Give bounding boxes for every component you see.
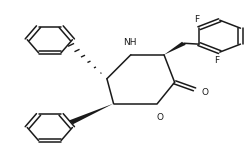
Text: F: F xyxy=(214,57,219,66)
Text: F: F xyxy=(193,15,198,24)
Text: O: O xyxy=(156,113,163,122)
Text: O: O xyxy=(201,88,208,97)
Text: NH: NH xyxy=(122,38,136,47)
Polygon shape xyxy=(163,42,185,55)
Polygon shape xyxy=(69,104,113,124)
